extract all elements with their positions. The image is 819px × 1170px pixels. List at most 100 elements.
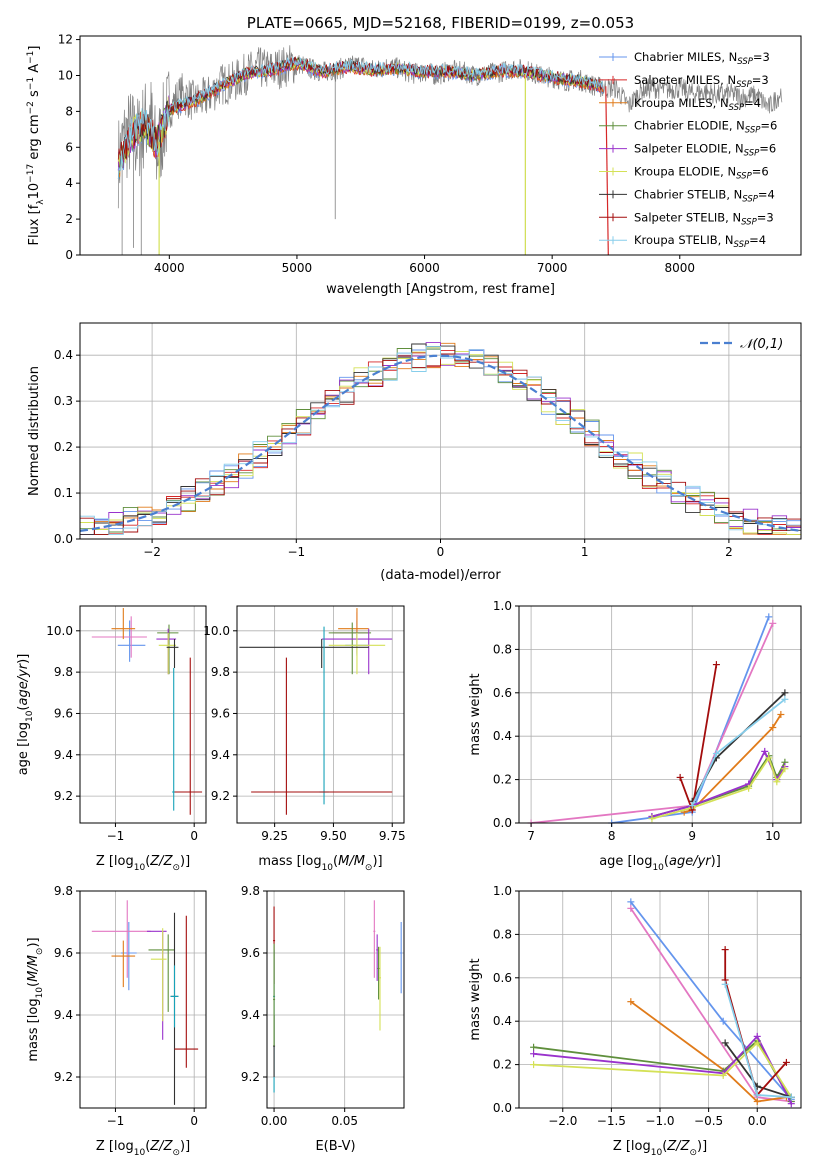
label-part: M/M	[338, 854, 365, 869]
label-part: Z [log	[96, 854, 134, 869]
label-part: age/yr	[16, 662, 31, 705]
label-part: Flux [f	[27, 204, 42, 245]
y-tick-label: 9.2	[54, 1070, 73, 1084]
label-part: age/yr	[669, 854, 712, 869]
x-tick-label: 0.05	[331, 1114, 358, 1128]
label-part: M/M	[26, 955, 41, 982]
label-part: A	[27, 64, 42, 77]
legend-text: Kroupa STELIB, N	[634, 233, 734, 247]
legend-entry: Kroupa MILES, NSSP=4	[634, 96, 761, 113]
x-tick-label: 7000	[537, 261, 568, 275]
legend-sub: SSP	[742, 194, 758, 204]
legend-entry: Chabrier ELODIE, NSSP=6	[634, 119, 777, 136]
label-part: 10	[652, 863, 664, 873]
x-axis-label: Z [log10(Z/Z⊙)]	[613, 1139, 707, 1158]
label-part: )]	[711, 854, 721, 869]
y-tick-label: 0.2	[493, 773, 512, 787]
label-part: 10	[322, 863, 334, 873]
label-part: (	[662, 1139, 667, 1154]
y-tick-label: 9.4	[211, 748, 230, 762]
legend-text: Kroupa MILES, N	[634, 96, 729, 110]
y-tick-label: 10.0	[46, 624, 73, 638]
legend-sub: SSP	[736, 80, 752, 90]
y-axis-label: mass weight	[468, 958, 483, 1040]
y-tick-label: 9.6	[54, 946, 73, 960]
label-part: (	[333, 854, 338, 869]
y-tick-label: 10	[58, 68, 73, 82]
label-part: Z/Z	[666, 1139, 690, 1154]
x-tick-label: 5000	[282, 261, 313, 275]
x-tick-label: 10	[765, 829, 780, 843]
label-part: −1	[26, 77, 36, 90]
x-tick-label: 2	[725, 545, 733, 559]
legend-sub: SSP	[729, 103, 745, 113]
label-part: )]	[26, 937, 41, 947]
label-part: Z [log	[96, 1139, 134, 1154]
y-tick-label: 8	[65, 104, 73, 118]
y-tick-label: 0.2	[54, 440, 73, 454]
label-part: Z/Z	[149, 854, 173, 869]
y-tick-label: 9.8	[241, 884, 260, 898]
y-tick-label: 9.4	[241, 1008, 260, 1022]
gaussian-curve	[80, 354, 801, 532]
y-tick-label: 0.4	[493, 1014, 512, 1028]
legend-entry: Chabrier STELIB, NSSP=4	[634, 187, 775, 204]
x-tick-label: 4000	[154, 261, 185, 275]
x-tick-label: −0.5	[694, 1114, 723, 1128]
label-part: )]	[372, 854, 382, 869]
label-part: (	[145, 854, 150, 869]
legend-tail: =4	[744, 96, 761, 110]
y-axis-label: Flux [fλ10−17 erg cm−2 s−1 A−1]	[26, 46, 46, 246]
legend-text: Kroupa ELODIE, N	[634, 165, 736, 179]
label-part: 10	[134, 1148, 146, 1158]
series-line	[691, 692, 786, 802]
legend-sub: SSP	[734, 240, 750, 250]
y-tick-label: 0.0	[54, 532, 73, 546]
x-tick-label: 0.00	[261, 1114, 288, 1128]
x-tick-label: −2	[143, 545, 161, 559]
legend-tail: =6	[760, 119, 777, 133]
y-axis-label: mass weight	[468, 673, 483, 755]
series-line	[679, 664, 718, 814]
label-part: ⊙	[172, 1148, 180, 1158]
label-part: age [log	[599, 854, 652, 869]
x-axis-label: (data-model)/error	[380, 568, 501, 583]
model-line	[117, 56, 604, 180]
label-part: erg cm	[27, 114, 42, 163]
y-tick-label: 0.6	[493, 686, 512, 700]
label-part: mass [log	[258, 854, 321, 869]
label-part: mass [log	[26, 998, 41, 1061]
y-tick-label: 0.4	[54, 348, 73, 362]
y-tick-label: 0.2	[493, 1058, 512, 1072]
y-tick-label: 9.6	[211, 706, 230, 720]
y-tick-label: 9.8	[54, 884, 73, 898]
y-tick-label: 6	[65, 140, 73, 154]
model-edge-drop	[605, 86, 609, 256]
y-tick-label: 9.2	[54, 789, 73, 803]
y-tick-label: 9.4	[54, 1008, 73, 1022]
label-part: 10	[134, 863, 146, 873]
x-tick-label: −1.0	[645, 1114, 674, 1128]
x-tick-label: 9.75	[379, 829, 406, 843]
legend-entry: Salpeter MILES, NSSP=3	[634, 73, 769, 90]
label-part: Z/Z	[149, 1139, 173, 1154]
x-axis-label: Z [log10(Z/Z⊙)]	[96, 854, 190, 873]
label-part: ⊙	[172, 863, 180, 873]
label-part: 10	[27, 183, 42, 200]
y-tick-label: 1.0	[493, 884, 512, 898]
y-tick-label: 0	[65, 248, 73, 262]
axes-frame	[518, 605, 802, 824]
legend-tail: =3	[753, 50, 770, 64]
label-part: (	[26, 982, 41, 987]
y-tick-label: 9.8	[211, 665, 230, 679]
x-tick-label: −2.0	[548, 1114, 577, 1128]
legend-entry: Salpeter ELODIE, NSSP=6	[634, 142, 776, 159]
x-tick-label: 8000	[664, 261, 695, 275]
label-part: (	[16, 706, 31, 711]
x-tick-label: 1	[581, 545, 589, 559]
label-part: E(B-V)	[315, 1139, 355, 1154]
label-part: )]	[697, 1139, 707, 1154]
y-axis-label: age [log10(age/yr)]	[16, 654, 35, 776]
